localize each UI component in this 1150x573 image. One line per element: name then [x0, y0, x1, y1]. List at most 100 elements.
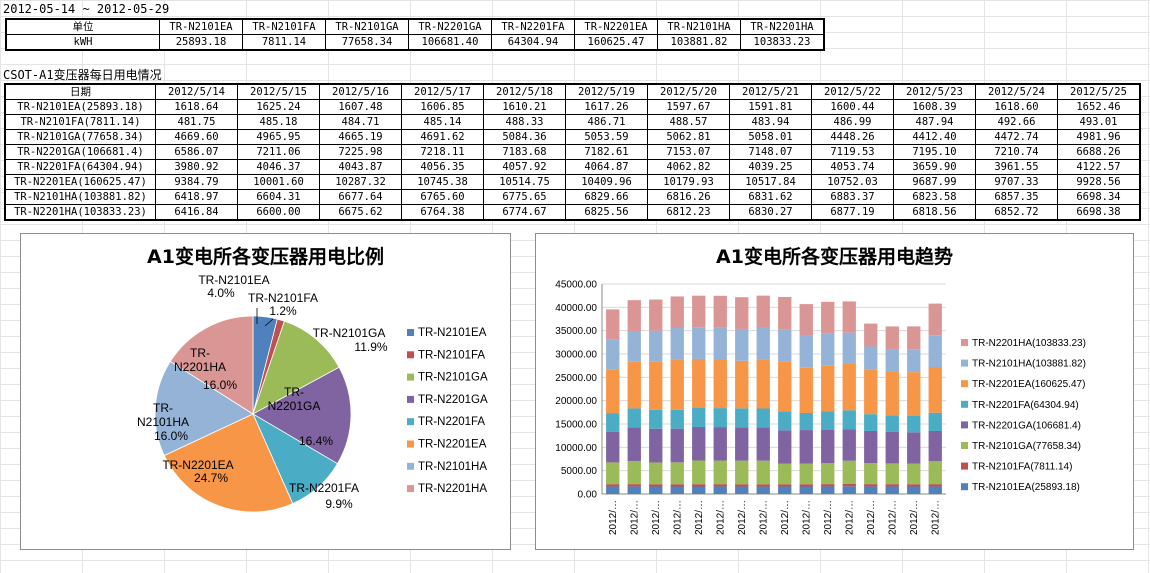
table-cell[interactable]: 4057.92 — [483, 159, 566, 175]
bar-segment[interactable] — [670, 409, 684, 429]
bar-segment[interactable] — [713, 359, 727, 409]
table-cell[interactable]: 5084.36 — [483, 129, 566, 145]
bar-segment[interactable] — [907, 326, 921, 350]
table-cell[interactable]: 6877.19 — [811, 204, 894, 221]
bar-segment[interactable] — [649, 486, 663, 494]
bar-segment[interactable] — [885, 486, 899, 494]
bar-segment[interactable] — [885, 349, 899, 372]
table-cell[interactable]: 10514.75 — [483, 174, 566, 190]
table-cell[interactable]: 3659.90 — [893, 159, 976, 175]
table-cell[interactable]: 487.94 — [893, 114, 976, 130]
bar-segment[interactable] — [928, 484, 942, 487]
table-cell[interactable]: 488.33 — [483, 114, 566, 130]
bar-segment[interactable] — [778, 296, 792, 330]
bar-segment[interactable] — [670, 462, 684, 485]
pie-slice[interactable] — [252, 320, 340, 415]
bar-segment[interactable] — [778, 430, 792, 464]
table-cell[interactable]: 6812.23 — [647, 204, 730, 221]
summary-column-header[interactable]: TR-N2101FA — [242, 18, 326, 35]
bar-segment[interactable] — [713, 408, 727, 428]
row-label[interactable]: TR-N2201EA(160625.47) — [4, 174, 156, 190]
table-cell[interactable]: 7211.06 — [237, 144, 320, 160]
bar-segment[interactable] — [649, 299, 663, 331]
summary-value-cell[interactable]: 103833.23 — [740, 34, 825, 51]
bar-segment[interactable] — [842, 363, 856, 411]
bar-segment[interactable] — [842, 483, 856, 487]
bar-segment[interactable] — [864, 414, 878, 431]
table-cell[interactable]: 1625.24 — [237, 99, 320, 115]
table-cell[interactable]: 7218.11 — [401, 144, 484, 160]
bar-segment[interactable] — [713, 427, 727, 461]
bar-segment[interactable] — [735, 486, 749, 494]
table-cell[interactable]: 10001.60 — [237, 174, 320, 190]
bar-segment[interactable] — [627, 361, 641, 409]
table-cell[interactable]: 484.71 — [319, 114, 402, 130]
table-cell[interactable]: 4122.57 — [1057, 159, 1141, 175]
bar-segment[interactable] — [735, 328, 749, 361]
bar-segment[interactable] — [842, 410, 856, 430]
summary-column-header[interactable]: TR-N2101GA — [325, 18, 409, 35]
bar-segment[interactable] — [864, 484, 878, 487]
pie-slice[interactable] — [154, 360, 254, 457]
bar-segment[interactable] — [713, 486, 727, 494]
bar-segment[interactable] — [627, 460, 641, 485]
row-label[interactable]: TR-N2201GA(106681.4) — [4, 144, 156, 160]
bar-segment[interactable] — [907, 432, 921, 464]
summary-value-cell[interactable]: 77658.34 — [325, 34, 409, 51]
pie-slice[interactable] — [163, 413, 294, 513]
table-cell[interactable]: 488.57 — [647, 114, 730, 130]
table-cell[interactable]: 4056.35 — [401, 159, 484, 175]
bar-segment[interactable] — [692, 486, 706, 494]
bar-segment[interactable] — [907, 372, 921, 416]
bar-segment[interactable] — [735, 484, 749, 487]
bar-segment[interactable] — [735, 408, 749, 428]
bar-segment[interactable] — [713, 484, 727, 487]
table-cell[interactable]: 10179.93 — [647, 174, 730, 190]
table-cell[interactable]: 10287.32 — [319, 174, 402, 190]
bar-segment[interactable] — [670, 484, 684, 487]
bar-segment[interactable] — [799, 304, 813, 336]
table-cell[interactable]: 486.71 — [565, 114, 648, 130]
table-cell[interactable]: 6816.26 — [647, 189, 730, 205]
table-cell[interactable]: 6852.72 — [975, 204, 1058, 221]
table-cell[interactable]: 7153.07 — [647, 144, 730, 160]
table-cell[interactable]: 4046.37 — [237, 159, 320, 175]
bar-segment[interactable] — [842, 301, 856, 333]
row-label[interactable]: TR-N2101FA(7811.14) — [4, 114, 156, 130]
bar-segment[interactable] — [756, 327, 770, 360]
row-label[interactable]: TR-N2201HA(103833.23) — [4, 204, 156, 221]
table-cell[interactable]: 4412.40 — [893, 129, 976, 145]
table-cell[interactable]: 4665.19 — [319, 129, 402, 145]
bar-segment[interactable] — [692, 358, 706, 409]
bar-segment[interactable] — [842, 460, 856, 484]
bar-segment[interactable] — [821, 301, 835, 334]
date-column-header[interactable]: 2012/5/23 — [893, 83, 976, 100]
bar-segment[interactable] — [885, 326, 899, 350]
bar-segment[interactable] — [778, 361, 792, 412]
bar-segment[interactable] — [606, 486, 620, 494]
table-cell[interactable]: 1607.48 — [319, 99, 402, 115]
bar-segment[interactable] — [735, 360, 749, 409]
bar-segment[interactable] — [606, 369, 620, 414]
bar-segment[interactable] — [713, 460, 727, 485]
bar-segment[interactable] — [799, 412, 813, 431]
date-column-header[interactable]: 2012/5/22 — [811, 83, 894, 100]
table-cell[interactable]: 7182.61 — [565, 144, 648, 160]
table-cell[interactable]: 7210.74 — [975, 144, 1058, 160]
table-cell[interactable]: 485.18 — [237, 114, 320, 130]
bar-segment[interactable] — [778, 463, 792, 485]
table-cell[interactable]: 6825.56 — [565, 204, 648, 221]
bar-segment[interactable] — [670, 296, 684, 329]
bar-segment[interactable] — [670, 359, 684, 410]
table-cell[interactable]: 5058.01 — [729, 129, 812, 145]
table-cell[interactable]: 4448.26 — [811, 129, 894, 145]
table-cell[interactable]: 6698.34 — [1057, 189, 1141, 205]
date-column-header[interactable]: 2012/5/16 — [319, 83, 402, 100]
bar-segment[interactable] — [778, 411, 792, 431]
summary-column-header[interactable]: TR-N2201GA — [408, 18, 492, 35]
bar-segment[interactable] — [756, 408, 770, 428]
bar-segment[interactable] — [670, 486, 684, 494]
table-cell[interactable]: 5053.59 — [565, 129, 648, 145]
summary-header-label[interactable]: 单位 — [5, 18, 160, 35]
table-cell[interactable]: 4053.74 — [811, 159, 894, 175]
